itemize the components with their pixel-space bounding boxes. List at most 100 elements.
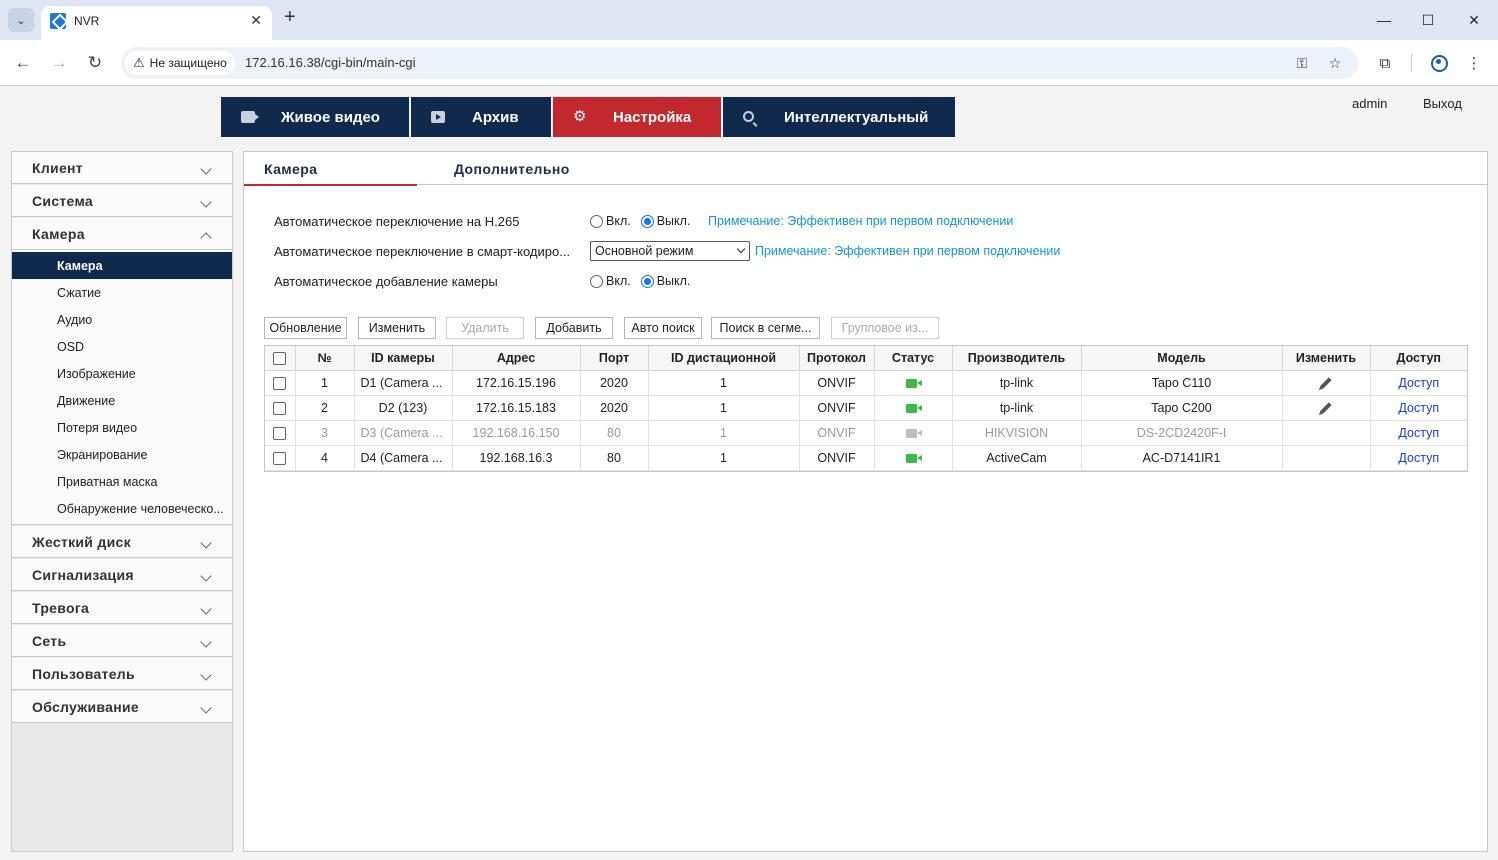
cell-protocol: ONVIF (799, 370, 875, 396)
refresh-button[interactable]: Обновление (264, 317, 347, 339)
delete-button[interactable]: Удалить (446, 317, 524, 339)
sidebar-group-client[interactable]: Клиент (12, 152, 232, 184)
segment-search-button[interactable]: Поиск в сегме... (711, 317, 820, 339)
auto-add-off-option[interactable]: Выкл. (640, 274, 691, 288)
edit-button[interactable]: Изменить (358, 317, 436, 339)
sidebar-group-label: Сеть (32, 632, 67, 649)
sidebar-item-human-detection[interactable]: Обнаружение человеческо... (57, 501, 224, 516)
maximize-icon[interactable]: ☐ (1421, 11, 1435, 28)
row-checkbox[interactable] (273, 376, 287, 390)
profile-icon[interactable] (1427, 51, 1451, 75)
logout-link[interactable]: Выход (1423, 96, 1462, 111)
sidebar-item-camera[interactable]: Камера (12, 252, 232, 279)
auto-search-button[interactable]: Авто поиск (624, 317, 702, 339)
forward-arrow-icon[interactable]: → (50, 53, 68, 72)
cell-protocol: ONVIF (799, 395, 875, 421)
cell-edit (1282, 445, 1371, 471)
nav-settings[interactable]: ⚙ Настройка (553, 97, 721, 137)
access-link[interactable]: Доступ (1398, 400, 1440, 415)
nav-live-video[interactable]: Живое видео (221, 97, 409, 137)
table-row[interactable]: 4 D4 (Camera ... 192.168.16.3 80 1 ONVIF… (265, 445, 1467, 471)
auto-add-on-option[interactable]: Вкл. (590, 274, 631, 288)
cell-port: 2020 (580, 395, 649, 421)
sidebar-item-compression[interactable]: Сжатие (57, 285, 102, 300)
cell-camera-id: D3 (Camera ... (354, 420, 453, 446)
close-window-icon[interactable]: ✕ (1468, 11, 1480, 28)
access-link[interactable]: Доступ (1398, 375, 1440, 390)
sidebar-item-image[interactable]: Изображение (57, 366, 136, 381)
close-tab-icon[interactable]: ✕ (250, 12, 262, 28)
h265-off-radio[interactable] (640, 214, 654, 228)
sidebar-item-video-loss[interactable]: Потеря видео (57, 420, 138, 435)
sidebar-group-maintenance[interactable]: Обслуживание (12, 691, 232, 723)
bookmark-star-icon[interactable]: ☆ (1328, 54, 1342, 71)
cell-model: AC-D7141IR1 (1081, 445, 1283, 471)
browser-tab[interactable]: NVR ✕ (41, 6, 272, 40)
cell-remote-id: 1 (648, 370, 800, 396)
h265-on-option[interactable]: Вкл. (590, 214, 631, 228)
tab-list-chevron-icon[interactable]: ⌄ (8, 8, 34, 32)
sidebar-item-privacy-mask[interactable]: Приватная маска (57, 474, 158, 489)
cell-port: 2020 (580, 370, 649, 396)
minimize-icon[interactable]: — (1377, 12, 1391, 28)
table-row[interactable]: 3 D3 (Camera ... 192.168.16.150 80 1 ONV… (265, 420, 1467, 446)
playback-icon (431, 111, 445, 123)
auto-add-off-radio[interactable] (640, 274, 654, 288)
select-all-checkbox[interactable] (273, 351, 287, 365)
extensions-puzzle-icon[interactable]: ⧉ (1379, 54, 1391, 72)
radio-on-label: Вкл. (606, 274, 631, 288)
cell-access: Доступ (1370, 445, 1467, 471)
sidebar-group-alarm[interactable]: Тревога (12, 592, 232, 624)
radio-off-label: Выкл. (656, 274, 691, 288)
cell-access: Доступ (1370, 420, 1467, 446)
back-arrow-icon[interactable]: ← (14, 53, 32, 72)
row-checkbox[interactable] (273, 451, 287, 465)
sidebar-group-hdd[interactable]: Жесткий диск (12, 526, 232, 558)
cell-access: Доступ (1370, 395, 1467, 421)
browser-menu-icon[interactable]: ⋮ (1466, 55, 1482, 72)
pencil-icon[interactable] (1320, 402, 1332, 414)
table-row[interactable]: 1 D1 (Camera ... 172.16.15.196 2020 1 ON… (265, 370, 1467, 396)
sidebar-group-network[interactable]: Сеть (12, 625, 232, 657)
tab-advanced[interactable]: Дополнительно (454, 160, 570, 177)
pencil-icon[interactable] (1320, 377, 1332, 389)
table-row[interactable]: 2 D2 (123) 172.16.15.183 2020 1 ONVIF tp… (265, 395, 1467, 421)
nav-intelligent[interactable]: Интеллектуальный (723, 97, 955, 137)
tab-camera[interactable]: Камера (243, 152, 419, 186)
row-checkbox[interactable] (273, 401, 287, 415)
sidebar-group-system[interactable]: Система (12, 185, 232, 217)
access-link[interactable]: Доступ (1398, 450, 1440, 465)
nav-live-video-label: Живое видео (281, 108, 380, 126)
cell-access: Доступ (1370, 370, 1467, 396)
add-button[interactable]: Добавить (535, 317, 613, 339)
smart-mode-select[interactable]: Основной режим (590, 241, 750, 261)
cell-remote-id: 1 (648, 445, 800, 471)
sidebar-item-motion[interactable]: Движение (57, 393, 116, 408)
sidebar-group-signaling[interactable]: Сигнализация (12, 559, 232, 591)
new-tab-plus-icon[interactable]: + (284, 6, 296, 28)
reload-icon[interactable]: ↻ (87, 53, 103, 72)
sidebar-group-label: Камера (32, 225, 85, 242)
col-manufacturer: Производитель (952, 346, 1082, 371)
url-text[interactable]: 172.16.16.38/cgi-bin/main-cgi (245, 55, 416, 70)
h265-off-option[interactable]: Выкл. (640, 214, 690, 228)
sidebar-group-user[interactable]: Пользователь (12, 658, 232, 690)
auto-add-on-radio[interactable] (590, 274, 603, 288)
nav-archive[interactable]: Архив (411, 97, 551, 137)
current-user[interactable]: admin (1352, 96, 1388, 111)
security-chip[interactable]: ⚠ Не защищено (125, 51, 235, 75)
password-key-icon[interactable]: ⚿ (1296, 54, 1308, 71)
access-link[interactable]: Доступ (1398, 425, 1440, 440)
sidebar-item-osd[interactable]: OSD (57, 339, 85, 354)
batch-edit-button[interactable]: Групповое из... (831, 317, 939, 339)
h265-on-radio[interactable] (590, 214, 603, 228)
sidebar-group-camera[interactable]: Камера (12, 218, 232, 250)
table-header-row: № ID камеры Адрес Порт ID дистационной П… (265, 346, 1467, 371)
address-bar[interactable]: ⚠ Не защищено 172.16.16.38/cgi-bin/main-… (121, 47, 1358, 79)
sidebar-item-audio[interactable]: Аудио (57, 312, 93, 327)
sidebar-item-tampering[interactable]: Экранирование (57, 447, 148, 462)
security-label: Не защищено (149, 56, 227, 70)
auto-add-radio-group: Вкл. Выкл. (590, 274, 700, 288)
col-edit: Изменить (1282, 346, 1371, 371)
row-checkbox[interactable] (273, 426, 287, 440)
